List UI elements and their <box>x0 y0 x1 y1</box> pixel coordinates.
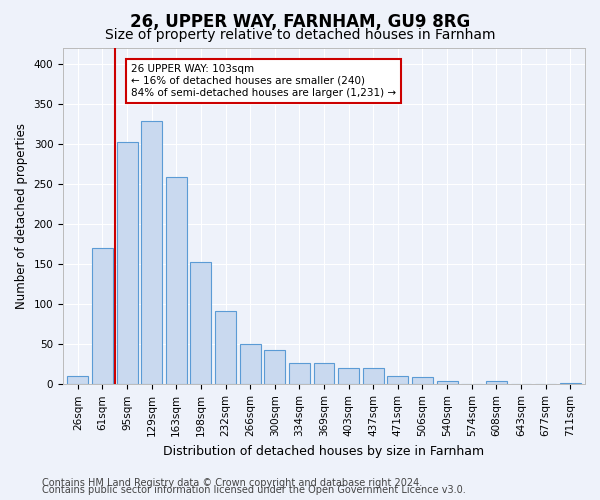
Y-axis label: Number of detached properties: Number of detached properties <box>15 123 28 309</box>
Bar <box>437 381 458 384</box>
Bar <box>486 381 507 384</box>
X-axis label: Distribution of detached houses by size in Farnham: Distribution of detached houses by size … <box>163 444 485 458</box>
Text: Contains HM Land Registry data © Crown copyright and database right 2024.: Contains HM Land Registry data © Crown c… <box>42 478 422 488</box>
Bar <box>265 350 285 384</box>
Text: Size of property relative to detached houses in Farnham: Size of property relative to detached ho… <box>105 28 495 42</box>
Bar <box>289 362 310 384</box>
Text: 26 UPPER WAY: 103sqm
← 16% of detached houses are smaller (240)
84% of semi-deta: 26 UPPER WAY: 103sqm ← 16% of detached h… <box>131 64 396 98</box>
Bar <box>141 122 162 384</box>
Bar <box>166 178 187 384</box>
Bar <box>560 382 581 384</box>
Bar <box>67 376 88 384</box>
Bar <box>190 262 211 384</box>
Bar <box>314 362 334 384</box>
Bar <box>116 142 137 384</box>
Bar <box>215 312 236 384</box>
Text: Contains public sector information licensed under the Open Government Licence v3: Contains public sector information licen… <box>42 485 466 495</box>
Bar <box>92 248 113 384</box>
Text: 26, UPPER WAY, FARNHAM, GU9 8RG: 26, UPPER WAY, FARNHAM, GU9 8RG <box>130 12 470 30</box>
Bar <box>412 377 433 384</box>
Bar <box>363 368 384 384</box>
Bar <box>388 376 409 384</box>
Bar <box>239 344 260 385</box>
Bar <box>338 368 359 384</box>
